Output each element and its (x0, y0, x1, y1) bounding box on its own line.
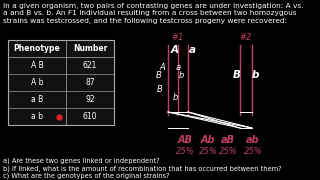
Text: 610: 610 (83, 112, 97, 121)
Text: 621: 621 (83, 61, 97, 70)
Text: A B: A B (31, 61, 44, 70)
Text: #1: #1 (172, 33, 184, 42)
Text: Phenotype: Phenotype (14, 44, 60, 53)
Text: a: a (175, 64, 180, 73)
Text: 25%: 25% (199, 147, 217, 156)
Text: Number: Number (73, 44, 107, 53)
Text: c) What are the genotypes of the original strains?: c) What are the genotypes of the origina… (3, 172, 170, 179)
Text: Ab: Ab (201, 135, 215, 145)
Text: aB: aB (221, 135, 235, 145)
Text: B: B (233, 70, 241, 80)
Text: A: A (159, 64, 165, 73)
Text: a b: a b (31, 112, 43, 121)
Text: B: B (157, 86, 163, 94)
Text: a and B vs. b. An F1 individual resulting from a cross between two homozygous: a and B vs. b. An F1 individual resultin… (3, 10, 297, 17)
Text: b: b (251, 70, 259, 80)
Text: ab: ab (246, 135, 260, 145)
Bar (8, 40, 114, 125)
Text: 25%: 25% (219, 147, 237, 156)
Text: a) Are these two genes linked or independent?: a) Are these two genes linked or indepen… (3, 158, 160, 165)
Text: b: b (178, 71, 184, 80)
Text: b: b (172, 93, 178, 102)
Text: 87: 87 (85, 78, 95, 87)
Text: #2: #2 (240, 33, 252, 42)
Text: AB: AB (178, 135, 192, 145)
Text: 25%: 25% (176, 147, 194, 156)
Text: 25%: 25% (244, 147, 262, 156)
Text: a: a (188, 45, 196, 55)
Text: B: B (156, 71, 162, 80)
Text: 92: 92 (85, 95, 95, 104)
Text: In a given organism, two pairs of contrasting genes are under investigation: A v: In a given organism, two pairs of contra… (3, 3, 303, 9)
Bar (8, 40, 114, 125)
Text: strains was testcrossed, and the following testcross progeny were recovered:: strains was testcrossed, and the followi… (3, 18, 287, 24)
Text: A: A (171, 45, 179, 55)
Text: A b: A b (31, 78, 43, 87)
Text: a B: a B (31, 95, 43, 104)
Text: b) If linked, what is the amount of recombination that has occurred between them: b) If linked, what is the amount of reco… (3, 165, 282, 172)
